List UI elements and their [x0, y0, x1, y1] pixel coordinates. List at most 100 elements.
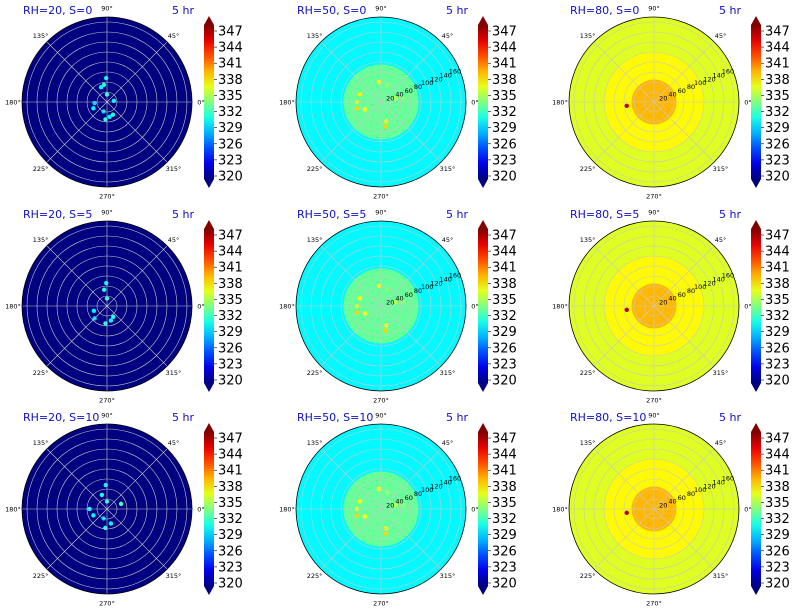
radial-tick-label: 140 [439, 276, 451, 284]
angular-gridline [653, 305, 715, 367]
polar-panel: 0° 45° 90° 135° 180° 225° 270° 315° RH=20, S=10 5… [5, 411, 243, 607]
angle-tick-label: 0° [744, 505, 751, 513]
data-cell [384, 490, 390, 495]
colorbar-tick-label: 332 [218, 309, 243, 324]
colorbar-tick-label: 320 [765, 577, 790, 592]
angle-tick-label: 90° [101, 411, 113, 419]
colorbar-tick-label: 326 [218, 137, 243, 152]
angular-gridline [106, 245, 168, 307]
polar-panel: 0° 45° 90° 135° 180° 225° 270° 315° RH=20, S=5 5 … [5, 208, 243, 404]
colorbar-tick-label: 344 [492, 448, 517, 463]
colorbar-tick-label: 338 [218, 480, 243, 495]
angular-gridline [380, 305, 442, 367]
radial-tick-label: 120 [703, 482, 715, 490]
angular-gridline [46, 448, 108, 510]
angle-tick-label: 270° [646, 396, 662, 404]
colorbar-tick-label: 320 [765, 374, 790, 389]
angle-tick-label: 315° [166, 572, 182, 580]
angle-tick-label: 135° [33, 439, 49, 447]
angular-gridline [106, 508, 168, 570]
colorbar-tick-label: 329 [218, 325, 243, 340]
panel-title: RH=20, S=5 [23, 208, 92, 221]
data-cell [103, 280, 109, 286]
polar-panel: 0°45°90°135°180°225°270°315°20 40 60 801001… [279, 4, 517, 200]
angular-gridline [380, 448, 442, 510]
angular-gridline [320, 245, 382, 307]
data-cell [383, 328, 388, 333]
data-cell [362, 311, 368, 316]
polar-panel: 0° 45° 90° 135° 180° 225° 270° 315° RH=20, S=0 5 … [5, 4, 243, 200]
angular-gridline [320, 41, 382, 103]
angle-tick-label: 0° [471, 302, 478, 310]
data-cell [624, 103, 629, 109]
angle-tick-label: 315° [713, 369, 729, 377]
angle-tick-label: 90° [375, 4, 387, 12]
angular-gridline [653, 448, 715, 510]
panel-time: 5 hr [719, 411, 741, 424]
colorbar-tick-label: 320 [492, 170, 517, 185]
radial-tick-label: 40 [668, 91, 676, 99]
colorbar-tick-label: 332 [218, 105, 243, 120]
colorbar-tick-label: 326 [492, 341, 517, 356]
colorbar [478, 229, 488, 383]
polar-border [295, 16, 467, 188]
colorbar-tick-label: 335 [765, 496, 790, 511]
angular-gridline [593, 41, 655, 103]
colorbar-tick-label: 332 [492, 309, 517, 324]
radial-tick-label: 80 [414, 490, 422, 498]
colorbar-tick-label: 326 [218, 544, 243, 559]
angle-tick-label: 270° [373, 599, 389, 607]
angular-gridline [593, 101, 655, 163]
panel-title: RH=80, S=0 [570, 4, 639, 17]
colorbar-extend-max [204, 423, 214, 432]
polar-border [568, 16, 740, 188]
data-cell [384, 287, 390, 292]
radial-tick-label: 100 [694, 283, 706, 291]
colorbar-tick-label: 320 [218, 577, 243, 592]
polar-panel: 0°45°90°135°180°225°270°315°20 40 60 801001… [552, 4, 790, 200]
angle-tick-label: 270° [373, 396, 389, 404]
colorbar-tick-label: 344 [218, 448, 243, 463]
angular-gridline [106, 41, 168, 103]
colorbar-extend-min [478, 383, 488, 392]
colorbar-tick-label: 326 [218, 341, 243, 356]
colorbar-tick-label: 320 [765, 170, 790, 185]
panel-title: RH=80, S=5 [570, 208, 639, 221]
colorbar-tick-label: 323 [492, 560, 517, 575]
radial-tick-label: 80 [687, 287, 695, 295]
data-cell [393, 299, 398, 305]
radial-tick-label: 140 [712, 479, 724, 487]
panel-time: 5 hr [719, 4, 741, 17]
colorbar-tick-label: 344 [492, 245, 517, 260]
data-cell [110, 112, 116, 117]
colorbar [204, 25, 214, 179]
colorbar-extend-max [204, 220, 214, 229]
data-cell [91, 106, 96, 111]
data-cell [99, 492, 105, 498]
radial-tick-label: 40 [395, 91, 403, 99]
angle-tick-label: 225° [33, 369, 49, 377]
radial-tick-label: 60 [405, 494, 413, 502]
colorbar-tick-label: 335 [218, 496, 243, 511]
colorbar-tick-label: 320 [218, 170, 243, 185]
colorbar-tick-label: 320 [492, 374, 517, 389]
angle-tick-label: 135° [307, 32, 323, 40]
radial-tick-label: 80 [687, 83, 695, 91]
radial-tick-label: 160 [722, 272, 734, 280]
angle-tick-label: 0° [744, 98, 751, 106]
polar-panel: 0°45°90°135°180°225°270°315°20 40 60 801001… [552, 208, 790, 404]
colorbar-tick-label: 347 [492, 25, 517, 40]
colorbar-tick-label: 320 [218, 374, 243, 389]
angle-tick-label: 135° [307, 439, 323, 447]
data-cell [108, 521, 114, 526]
radial-tick-label: 100 [694, 79, 706, 87]
angle-tick-label: 45° [715, 439, 727, 447]
angle-tick-label: 315° [166, 369, 182, 377]
angle-tick-label: 45° [168, 439, 180, 447]
angle-tick-label: 180° [552, 98, 568, 106]
colorbar-tick-label: 344 [492, 41, 517, 56]
data-cell [400, 299, 406, 305]
data-cell [624, 307, 629, 313]
angle-tick-label: 90° [375, 411, 387, 419]
colorbar-tick-label: 323 [765, 153, 790, 168]
